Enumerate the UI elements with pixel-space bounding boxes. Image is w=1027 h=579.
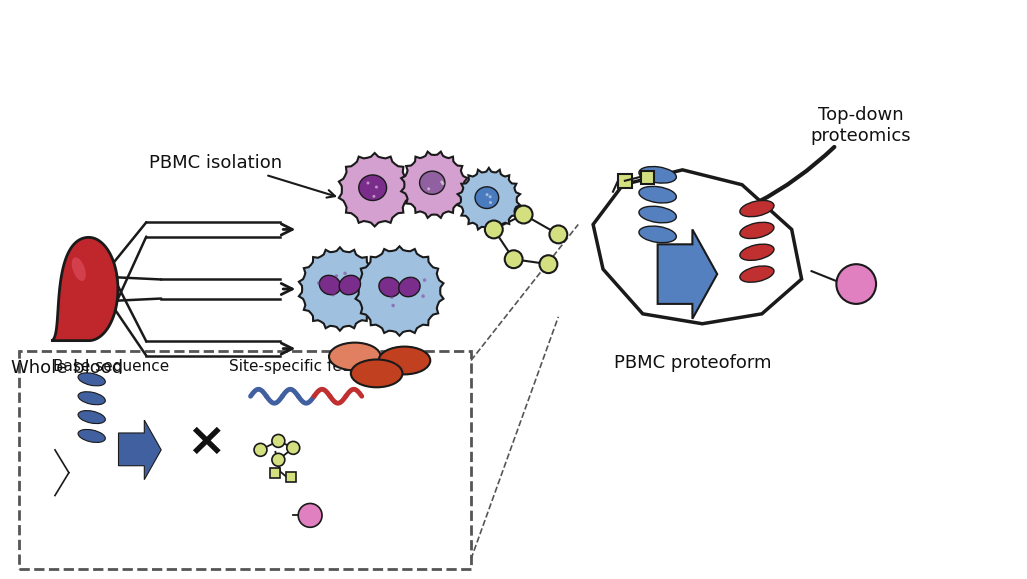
Bar [618,174,632,188]
Circle shape [549,225,567,243]
Ellipse shape [639,206,677,223]
Circle shape [332,293,335,296]
Text: Site-specific features: Site-specific features [229,358,391,373]
Ellipse shape [739,244,774,261]
Text: Base sequence: Base sequence [53,358,169,373]
Ellipse shape [339,276,360,295]
Ellipse shape [393,356,415,365]
Ellipse shape [379,347,430,375]
Ellipse shape [639,186,677,203]
Circle shape [423,278,426,282]
Ellipse shape [639,167,677,183]
Ellipse shape [72,257,86,281]
Polygon shape [355,246,444,336]
Ellipse shape [78,392,106,405]
Ellipse shape [366,368,387,378]
Ellipse shape [379,277,401,296]
Circle shape [539,255,558,273]
Circle shape [333,291,336,295]
Polygon shape [657,229,717,319]
FancyBboxPatch shape [20,350,471,569]
Ellipse shape [319,276,341,295]
Ellipse shape [739,266,774,282]
Circle shape [836,264,876,304]
Circle shape [515,206,533,223]
Polygon shape [51,237,118,340]
Polygon shape [594,170,802,324]
Circle shape [343,272,347,275]
Circle shape [427,188,430,190]
Circle shape [390,295,393,299]
Circle shape [485,221,503,239]
Bar [270,468,280,478]
Text: Top-down
proteomics: Top-down proteomics [811,106,912,145]
Polygon shape [339,153,411,226]
Ellipse shape [398,277,420,296]
Ellipse shape [344,351,366,361]
Ellipse shape [739,222,774,239]
Ellipse shape [639,226,677,243]
Circle shape [489,201,492,204]
Polygon shape [458,168,520,232]
Circle shape [486,193,489,196]
Ellipse shape [78,411,106,424]
Ellipse shape [739,200,774,217]
Text: ×: × [186,420,226,466]
Circle shape [441,181,444,184]
Ellipse shape [420,171,445,195]
Circle shape [272,453,284,466]
Polygon shape [299,247,381,331]
Circle shape [317,281,320,285]
Polygon shape [402,152,467,218]
Ellipse shape [351,360,403,387]
Ellipse shape [358,175,386,200]
Text: Whole blood: Whole blood [11,358,123,376]
Circle shape [375,185,378,189]
Circle shape [442,182,445,185]
Circle shape [367,182,370,185]
Circle shape [298,504,322,527]
Text: PBMC proteoform: PBMC proteoform [614,354,771,372]
Bar [641,171,653,184]
Circle shape [328,283,331,286]
Polygon shape [118,420,161,479]
Circle shape [335,274,338,278]
Circle shape [395,281,398,285]
Text: PBMC isolation: PBMC isolation [149,154,282,172]
Circle shape [391,304,395,307]
Ellipse shape [476,187,499,208]
Circle shape [504,250,523,268]
Circle shape [287,441,300,455]
Circle shape [410,277,414,281]
Ellipse shape [78,373,106,386]
Circle shape [254,444,267,456]
Circle shape [373,195,376,198]
Ellipse shape [329,343,381,371]
Circle shape [272,434,284,448]
Ellipse shape [78,430,106,442]
Bar [287,472,296,482]
Circle shape [421,294,425,298]
Circle shape [489,195,492,198]
